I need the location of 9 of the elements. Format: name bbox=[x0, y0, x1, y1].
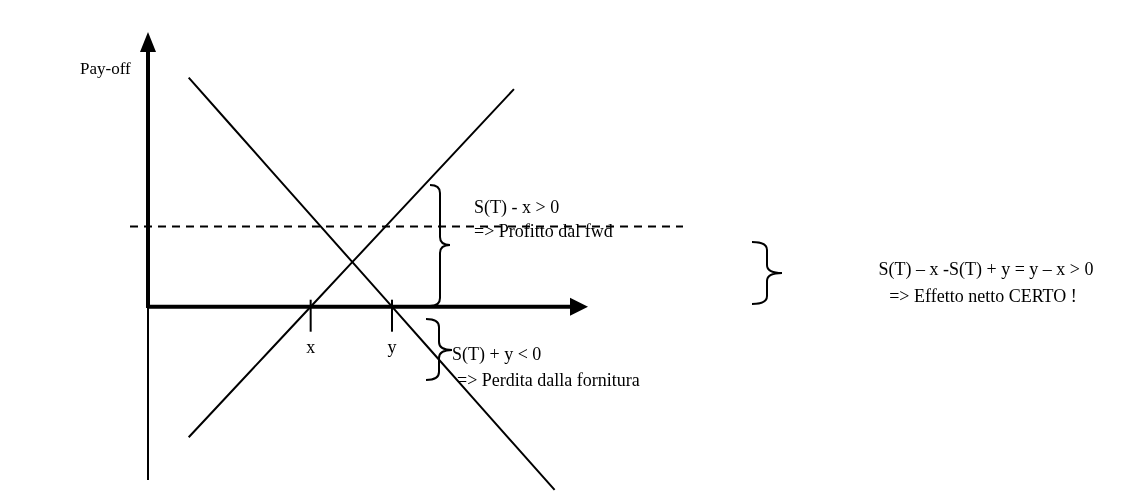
annotation: => Profitto dal fwd bbox=[474, 221, 613, 241]
text: => Effetto netto CERTO ! bbox=[889, 286, 1077, 306]
x-tick-label: x bbox=[306, 336, 316, 357]
y-axis-title: Pay-off bbox=[80, 59, 132, 78]
x-tick-label: y bbox=[387, 336, 397, 357]
annotation: S(T) - x > 0 bbox=[474, 197, 560, 218]
annotation: S(T) + y < 0 bbox=[452, 344, 542, 365]
text: S(T) – x -S(T) + y = y – x > 0 bbox=[878, 259, 1094, 280]
annotation: => Perdita dalla fornitura bbox=[457, 370, 640, 390]
